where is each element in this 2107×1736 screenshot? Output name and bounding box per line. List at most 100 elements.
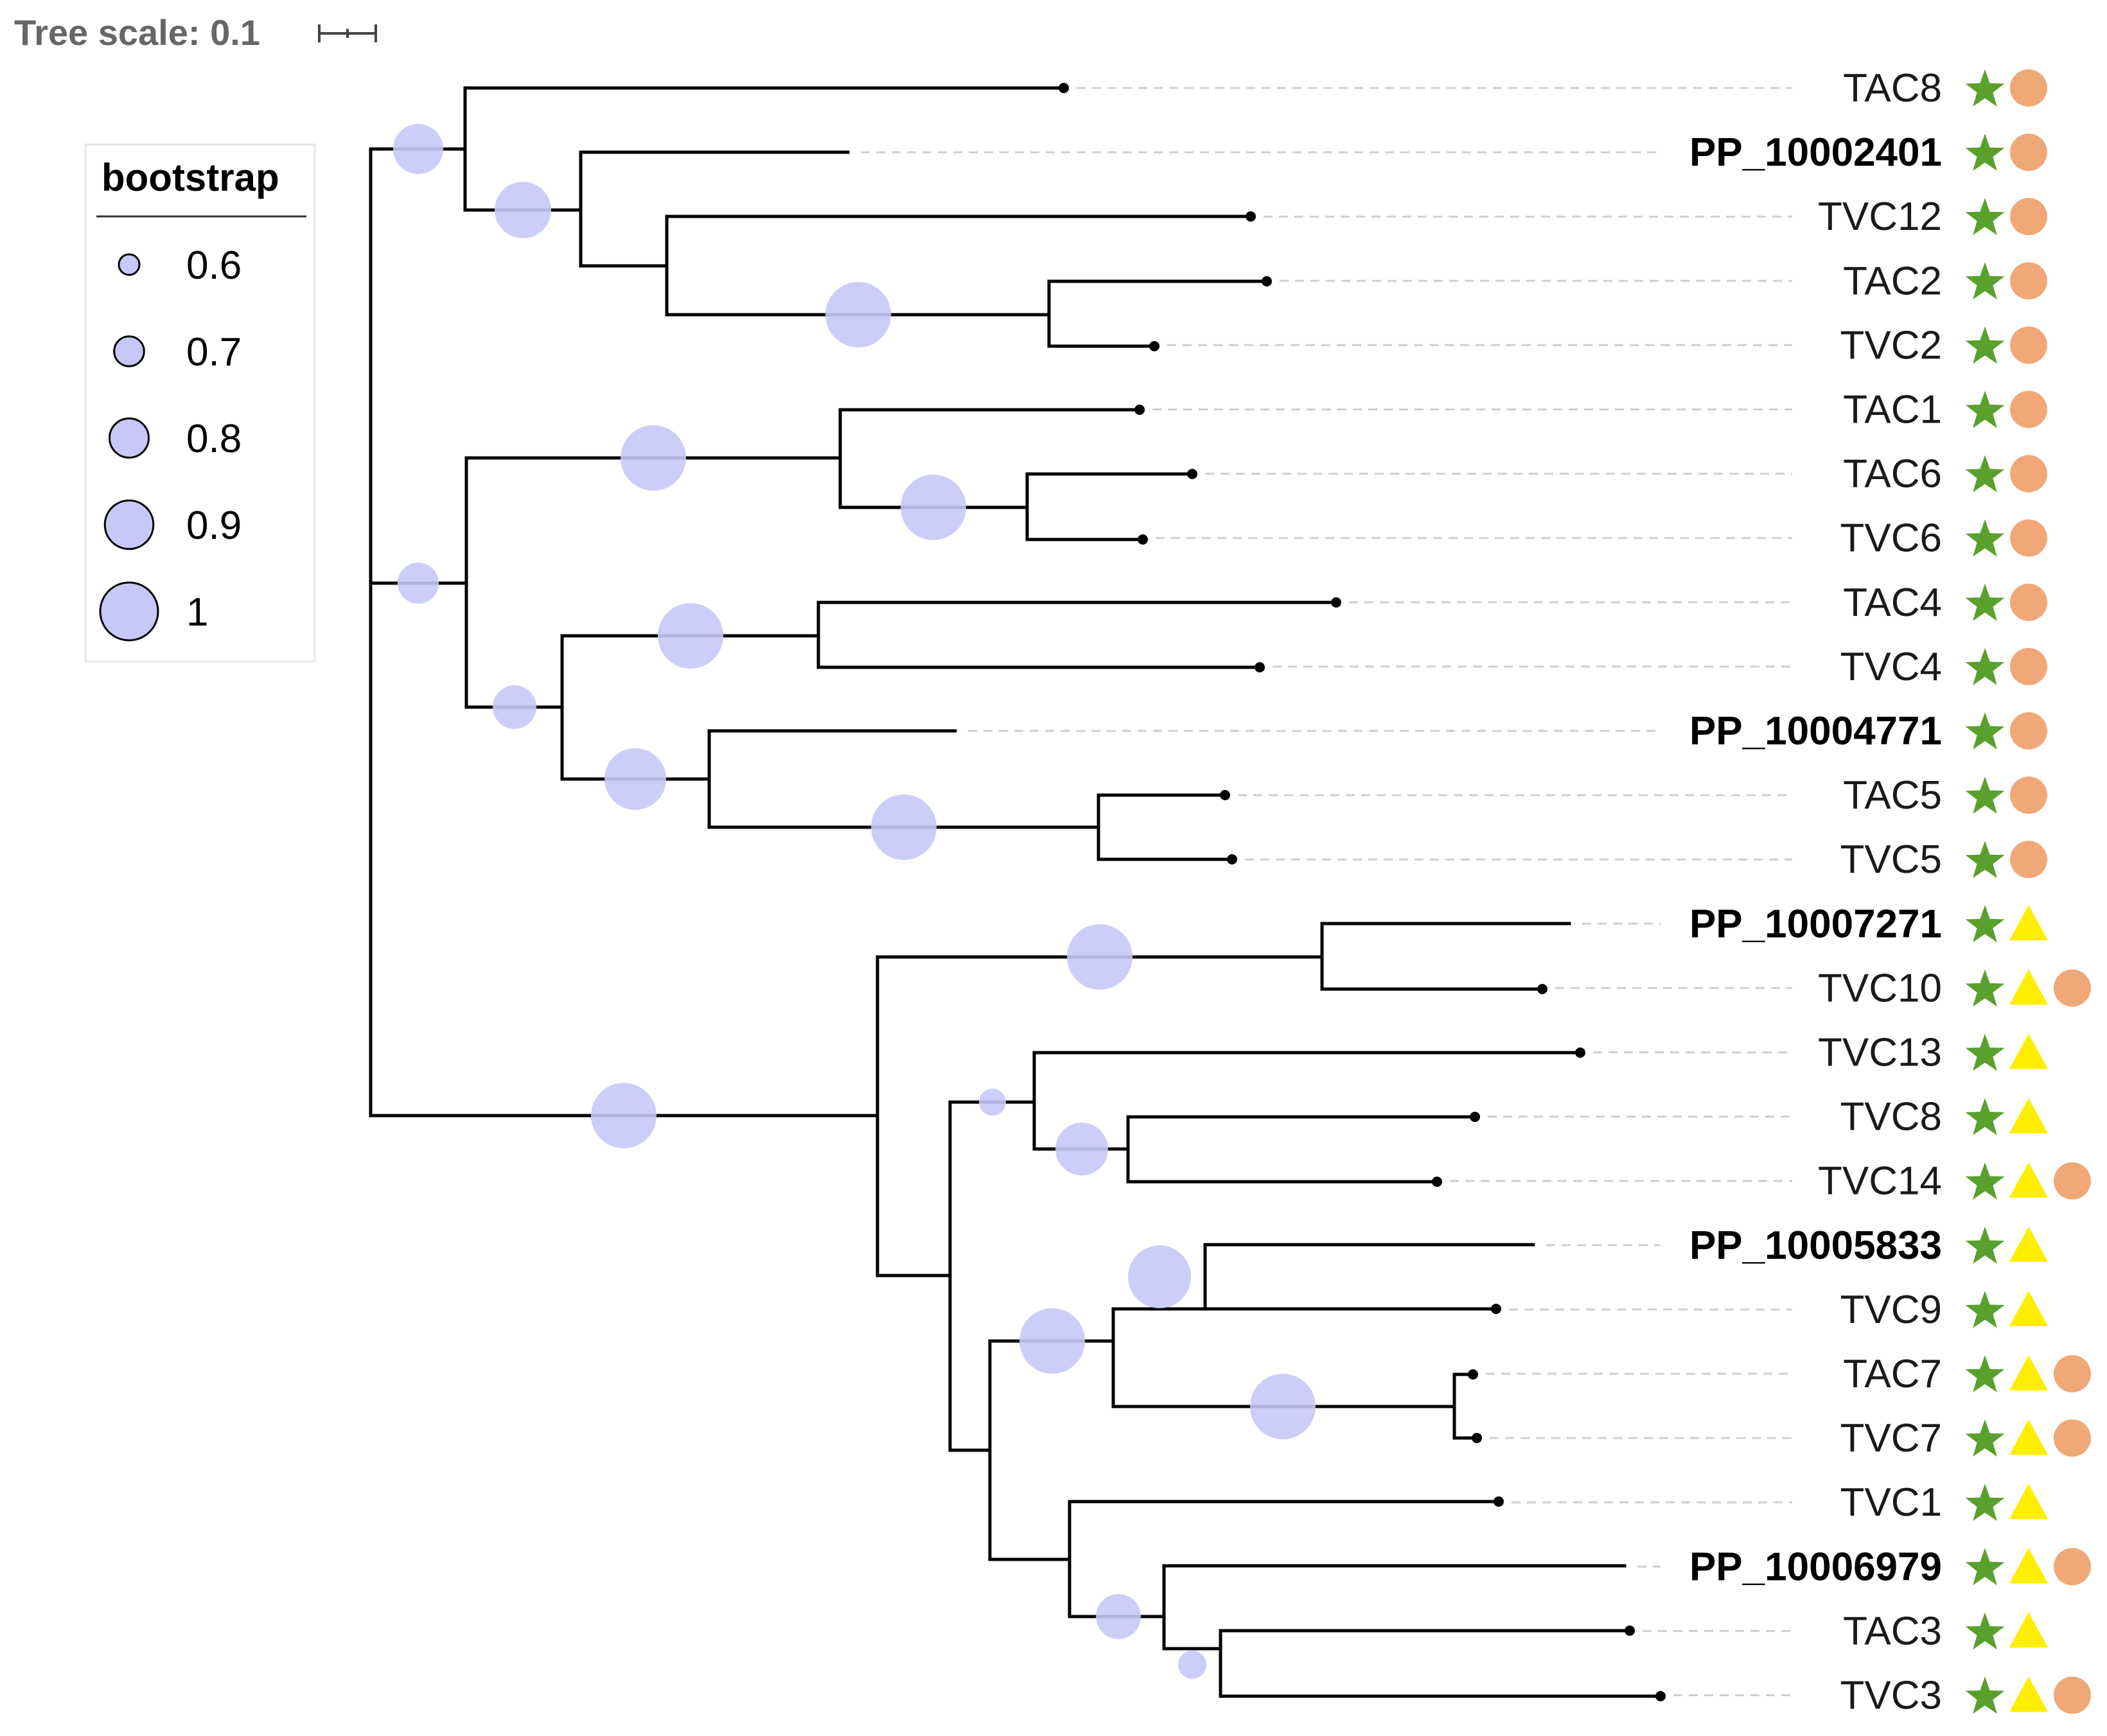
leaf-label: TAC5 — [1843, 773, 1942, 818]
triangle-icon — [2009, 1612, 2048, 1648]
bootstrap-circle — [1178, 1651, 1206, 1679]
bootstrap-circle — [658, 603, 723, 669]
star-icon — [1965, 1098, 2005, 1135]
circle-icon — [2010, 134, 2047, 171]
bootstrap-circle — [493, 685, 536, 729]
legend-title: bootstrap — [101, 156, 279, 199]
tree-branches — [369, 86, 1662, 1698]
bootstrap-circle — [901, 475, 966, 540]
tip-dot — [1625, 1626, 1635, 1636]
triangle-icon — [2009, 1098, 2048, 1134]
leaf-guide-lines — [861, 87, 1792, 1696]
leaf-label: TVC3 — [1840, 1674, 1942, 1718]
tip-dot — [1491, 1304, 1501, 1314]
tip-dot — [1262, 276, 1272, 286]
leaf-label: TAC4 — [1843, 581, 1942, 625]
circle-icon — [2054, 1419, 2091, 1457]
leaf-label: PP_10006979 — [1689, 1545, 1942, 1589]
bootstrap-circle — [1128, 1245, 1191, 1308]
leaf-label: TVC7 — [1840, 1416, 1942, 1460]
bootstrap-circle — [495, 182, 551, 238]
circle-icon — [2054, 1162, 2091, 1200]
star-icon — [1965, 1676, 2005, 1714]
leaf-label: TVC12 — [1818, 195, 1942, 239]
tip-dot — [1220, 790, 1230, 800]
circle-icon — [2010, 198, 2047, 236]
leaf-label: TVC10 — [1818, 966, 1942, 1010]
leaf-label: TVC5 — [1840, 837, 1942, 882]
leaf-label: TVC6 — [1840, 516, 1942, 561]
tip-dot — [1138, 534, 1148, 545]
legend-label: 0.7 — [186, 330, 242, 374]
tip-dot — [1470, 1112, 1480, 1122]
star-icon — [1965, 905, 2005, 943]
leaf-labels: TAC8 PP_10002401 TVC12 TAC2 TVC2 TAC1 TAC6 TVC6… — [1689, 66, 1942, 1718]
leaf-label: TVC1 — [1840, 1480, 1942, 1525]
leaf-label: PP_10005833 — [1689, 1223, 1942, 1268]
legend-box — [84, 143, 316, 663]
legend-circle — [113, 335, 145, 367]
tip-dot — [1331, 597, 1341, 608]
star-icon — [1965, 134, 2005, 171]
tree-scale: Tree scale: 0.1 — [14, 12, 377, 53]
bootstrap-circle — [979, 1089, 1006, 1116]
star-icon — [1965, 647, 2005, 685]
bootstrap-circle — [604, 748, 666, 810]
circle-icon — [2054, 969, 2091, 1007]
star-icon — [1965, 519, 2005, 557]
bootstrap-circle — [871, 794, 937, 860]
bootstrap-circle — [591, 1083, 657, 1148]
tree-scale-label: Tree scale: 0.1 — [14, 12, 260, 53]
tip-dot — [1537, 984, 1547, 994]
leaf-label: TVC13 — [1818, 1031, 1942, 1075]
legend-circle — [109, 417, 150, 459]
leaf-label: PP_10004771 — [1689, 709, 1942, 753]
leaf-label: TAC2 — [1843, 259, 1942, 303]
tip-dots — [1059, 83, 1666, 1701]
circle-icon — [2010, 647, 2047, 685]
triangle-icon — [2009, 1676, 2048, 1712]
tip-dot — [1472, 1433, 1482, 1443]
tip-dot — [1059, 83, 1069, 93]
tip-dot — [1655, 1691, 1666, 1701]
tree-scale-bar — [318, 24, 377, 42]
star-icon — [1965, 1290, 2005, 1328]
tip-dot — [1134, 405, 1145, 415]
star-icon — [1965, 455, 2005, 493]
bootstrap-circle — [1096, 1594, 1141, 1639]
star-icon — [1965, 1162, 2005, 1200]
legend-label: 0.8 — [186, 417, 242, 461]
leaf-label: TVC8 — [1840, 1095, 1942, 1139]
leaf-label: TAC7 — [1843, 1352, 1942, 1396]
legend-circle — [99, 581, 159, 642]
triangle-icon — [2009, 969, 2048, 1005]
star-icon — [1965, 1033, 2005, 1071]
star-icon — [1965, 1548, 2005, 1586]
star-icon — [1965, 776, 2005, 814]
legend-label: 0.6 — [186, 243, 242, 288]
circle-icon — [2010, 326, 2047, 364]
tip-dot — [1468, 1369, 1478, 1380]
triangle-icon — [2009, 1226, 2048, 1262]
legend-label: 0.9 — [186, 504, 242, 548]
circle-icon — [2010, 841, 2047, 879]
circle-icon — [2054, 1548, 2091, 1586]
star-icon — [1965, 1612, 2005, 1650]
circle-icon — [2010, 519, 2047, 557]
triangle-icon — [2009, 1419, 2048, 1455]
triangle-icon — [2009, 1484, 2048, 1520]
leaf-label: TAC6 — [1843, 452, 1942, 496]
star-icon — [1965, 583, 2005, 621]
leaf-label: TAC3 — [1843, 1609, 1942, 1653]
tip-dot — [1494, 1496, 1504, 1507]
star-icon — [1965, 326, 2005, 364]
circle-icon — [2010, 262, 2047, 300]
bootstrap-circle — [398, 563, 439, 604]
bootstrap-circles — [393, 124, 1316, 1679]
legend-circle — [118, 253, 141, 276]
star-icon — [1965, 390, 2005, 428]
leaf-label: TVC9 — [1840, 1288, 1942, 1332]
star-icon — [1965, 198, 2005, 236]
circle-icon — [2054, 1676, 2091, 1714]
star-icon — [1965, 841, 2005, 879]
